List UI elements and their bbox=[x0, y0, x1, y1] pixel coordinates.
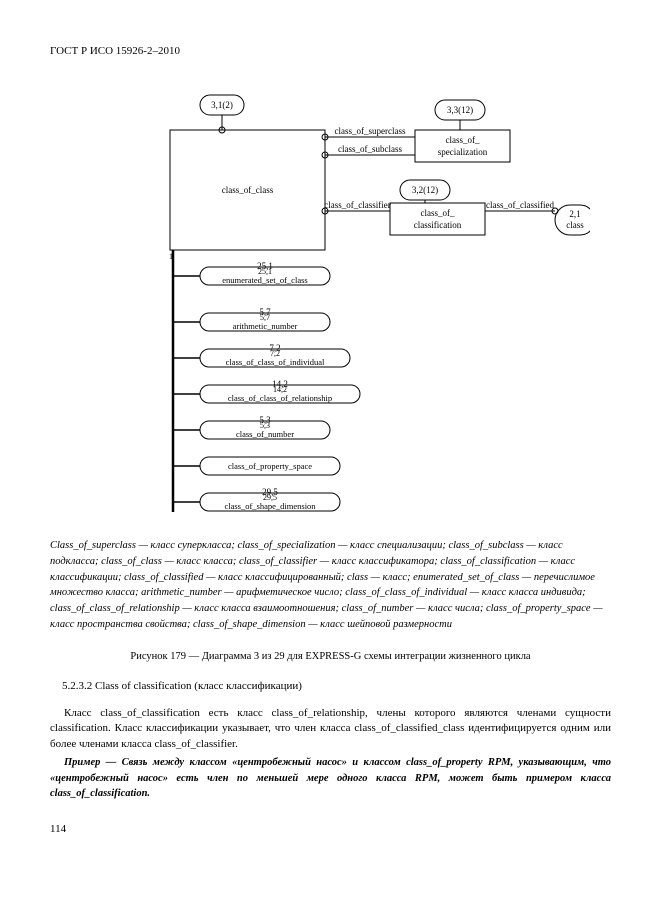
svg-text:class: class bbox=[566, 220, 584, 230]
svg-text:3,2(12): 3,2(12) bbox=[412, 185, 438, 195]
svg-text:class_of_classified: class_of_classified bbox=[486, 200, 554, 210]
svg-text:class_of_number: class_of_number bbox=[236, 429, 294, 439]
svg-text:3,3(12): 3,3(12) bbox=[447, 105, 473, 115]
svg-text:class_of_classifier: class_of_classifier bbox=[324, 200, 390, 210]
section-title: 5.2.3.2 Class of classification (класс к… bbox=[62, 680, 611, 692]
svg-text:class_of_class: class_of_class bbox=[222, 185, 274, 195]
svg-text:class_of_subclass: class_of_subclass bbox=[338, 144, 402, 154]
example-text: Пример — Связь между классом «центробежн… bbox=[50, 755, 611, 801]
svg-text:2,1: 2,1 bbox=[569, 209, 580, 219]
svg-text:arithmetic_number: arithmetic_number bbox=[233, 321, 298, 331]
glossary-caption: Class_of_superclass — класс суперкласса;… bbox=[50, 538, 611, 633]
svg-text:class_of_class_of_individual: class_of_class_of_individual bbox=[226, 357, 325, 367]
svg-text:class_of_: class_of_ bbox=[446, 135, 480, 145]
svg-text:specialization: specialization bbox=[438, 147, 488, 157]
svg-text:3,1(2): 3,1(2) bbox=[211, 100, 233, 110]
svg-text:enumerated_set_of_class: enumerated_set_of_class bbox=[222, 275, 307, 285]
svg-text:classification: classification bbox=[414, 220, 462, 230]
page-number: 114 bbox=[50, 823, 611, 835]
svg-text:class_of_: class_of_ bbox=[421, 208, 455, 218]
svg-text:class_of_shape_dimension: class_of_shape_dimension bbox=[224, 501, 316, 511]
page: ГОСТ Р ИСО 15926-2–2010 class_of_class3,… bbox=[0, 0, 661, 865]
svg-text:class_of_superclass: class_of_superclass bbox=[335, 126, 406, 136]
paragraph-1: Класс class_of_classification есть класс… bbox=[50, 706, 611, 754]
document-header: ГОСТ Р ИСО 15926-2–2010 bbox=[50, 45, 611, 57]
figure-caption: Рисунок 179 — Диаграмма 3 из 29 для EXPR… bbox=[50, 651, 611, 662]
svg-text:1: 1 bbox=[169, 252, 173, 261]
svg-text:class_of_property_space: class_of_property_space bbox=[228, 461, 312, 471]
express-g-diagram: class_of_class3,1(2)3,3(12)3,2(12)class_… bbox=[110, 75, 611, 520]
svg-text:class_of_class_of_relationship: class_of_class_of_relationship bbox=[228, 393, 332, 403]
